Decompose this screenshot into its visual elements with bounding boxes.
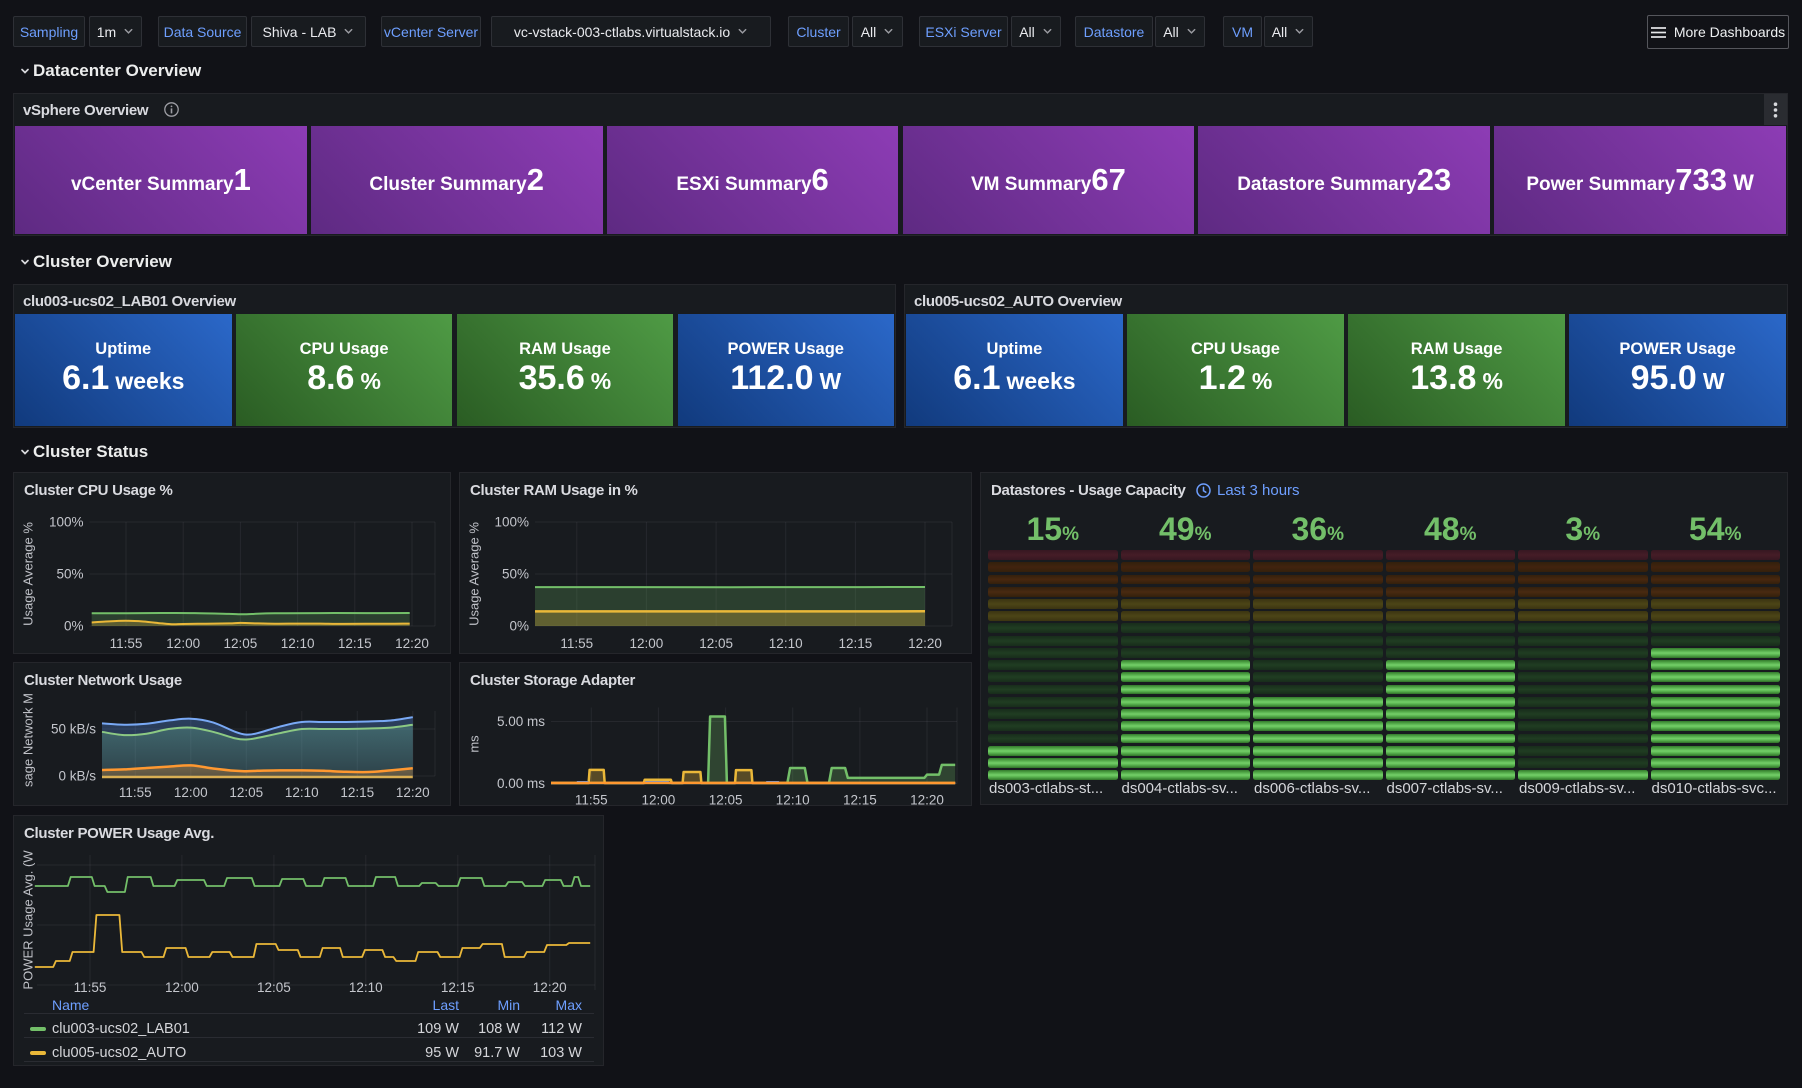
svg-text:0.00 ms: 0.00 ms: [497, 776, 545, 791]
svg-text:12:00: 12:00: [166, 636, 200, 651]
svg-text:12:10: 12:10: [776, 793, 810, 807]
svg-text:12:15: 12:15: [843, 793, 877, 807]
svg-text:11:55: 11:55: [74, 980, 107, 995]
svg-text:12:15: 12:15: [340, 785, 374, 800]
svg-text:11:55: 11:55: [560, 636, 593, 651]
svg-text:50 kB/s: 50 kB/s: [51, 722, 96, 737]
svg-text:12:20: 12:20: [910, 793, 944, 807]
svg-text:12:05: 12:05: [709, 793, 743, 807]
svg-text:12:05: 12:05: [224, 636, 258, 651]
svg-text:0 kB/s: 0 kB/s: [58, 769, 96, 784]
svg-text:11:55: 11:55: [110, 636, 143, 651]
svg-text:0%: 0%: [509, 619, 529, 634]
svg-text:100%: 100%: [494, 515, 529, 530]
svg-text:12:05: 12:05: [699, 636, 733, 651]
svg-text:12:20: 12:20: [395, 636, 429, 651]
svg-text:11:55: 11:55: [575, 793, 608, 807]
svg-text:12:10: 12:10: [281, 636, 315, 651]
svg-text:11:55: 11:55: [119, 785, 152, 800]
svg-text:12:10: 12:10: [285, 785, 319, 800]
svg-text:12:10: 12:10: [769, 636, 803, 651]
svg-text:12:20: 12:20: [396, 785, 430, 800]
svg-text:100%: 100%: [49, 515, 84, 530]
svg-text:12:10: 12:10: [349, 980, 383, 995]
svg-text:50%: 50%: [56, 567, 83, 582]
svg-text:12:00: 12:00: [165, 980, 199, 995]
svg-text:12:00: 12:00: [642, 793, 676, 807]
svg-text:5.00 ms: 5.00 ms: [497, 714, 545, 729]
svg-text:12:05: 12:05: [257, 980, 291, 995]
svg-text:12:00: 12:00: [174, 785, 208, 800]
svg-text:12:05: 12:05: [229, 785, 263, 800]
svg-text:12:15: 12:15: [839, 636, 873, 651]
svg-text:0%: 0%: [64, 619, 84, 634]
svg-text:12:15: 12:15: [338, 636, 372, 651]
svg-text:12:20: 12:20: [908, 636, 942, 651]
svg-text:12:20: 12:20: [533, 980, 567, 995]
svg-text:50%: 50%: [502, 567, 529, 582]
svg-text:12:00: 12:00: [630, 636, 664, 651]
svg-text:12:15: 12:15: [441, 980, 475, 995]
